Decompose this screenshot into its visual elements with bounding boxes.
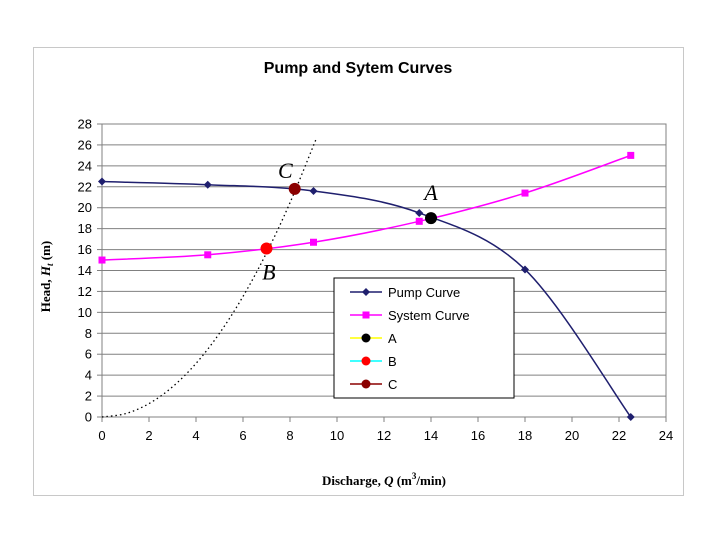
system-curve-point-1 xyxy=(204,251,212,259)
x-tick-label-4: 4 xyxy=(192,428,199,443)
y-tick-label-0: 0 xyxy=(85,410,92,425)
annotation-b: B xyxy=(262,260,275,285)
x-tick-label-0: 0 xyxy=(98,428,105,443)
annotation-a: A xyxy=(422,180,438,205)
y-tick-label-10: 10 xyxy=(78,305,92,320)
system-curve-line xyxy=(101,154,632,261)
y-tick-label-8: 8 xyxy=(85,326,92,341)
x-tick-label-16: 16 xyxy=(471,428,485,443)
legend-label-a: A xyxy=(388,331,397,346)
pump-curve-point-0 xyxy=(98,177,106,186)
pump-curve-point-1 xyxy=(203,180,212,189)
legend-marker-system-curve xyxy=(362,311,370,319)
y-tick-label-26: 26 xyxy=(78,137,92,152)
pump-curve-line xyxy=(101,180,632,418)
x-tick-label-12: 12 xyxy=(377,428,391,443)
chart-title: Pump and Sytem Curves xyxy=(264,60,453,77)
y-tick-label-22: 22 xyxy=(78,179,92,194)
chart-frame: Pump and Sytem Curves 0 2 4 6 8 10 12 14 16 18 20 2… xyxy=(33,47,684,496)
y-tick-label-28: 28 xyxy=(78,117,92,132)
intersection-points xyxy=(260,182,437,255)
system-curve-point-0 xyxy=(98,256,106,264)
x-tick-label-6: 6 xyxy=(239,428,246,443)
legend-marker-c xyxy=(361,379,371,389)
system-curve-point-3 xyxy=(415,217,423,225)
pump-curve-point-5 xyxy=(626,413,635,421)
pump-curve-point-2 xyxy=(309,186,318,195)
y-tick-label-16: 16 xyxy=(78,242,92,257)
dotted-curve-line xyxy=(101,139,317,418)
y-tick-label-2: 2 xyxy=(85,389,92,404)
axes: 0 2 4 6 8 10 12 14 16 18 20 22 240246810121416182022… xyxy=(78,117,674,444)
system-curve-point-4 xyxy=(521,189,529,197)
y-tick-label-14: 14 xyxy=(78,263,92,278)
legend-marker-b xyxy=(361,356,371,366)
legend-marker-a xyxy=(361,333,371,343)
y-tick-label-24: 24 xyxy=(78,158,92,173)
x-tick-label-14: 14 xyxy=(424,428,438,443)
legend-label-pump-curve: Pump Curve xyxy=(388,285,460,300)
series-group xyxy=(98,151,635,421)
y-tick-label-18: 18 xyxy=(78,221,92,236)
point-a xyxy=(425,212,437,225)
x-tick-label-8: 8 xyxy=(286,428,293,443)
x-tick-label-22: 22 xyxy=(612,428,626,443)
dotted-curve xyxy=(101,139,317,418)
y-tick-label-6: 6 xyxy=(85,347,92,362)
annotations: A B C xyxy=(262,158,438,285)
annotation-c: C xyxy=(278,158,293,183)
x-tick-label-10: 10 xyxy=(330,428,344,443)
y-tick-label-4: 4 xyxy=(85,368,92,383)
y-tick-label-12: 12 xyxy=(78,284,92,299)
x-tick-label-2: 2 xyxy=(145,428,152,443)
y-axis-title: Head, Ht (m) xyxy=(38,241,55,313)
y-tick-label-20: 20 xyxy=(78,200,92,215)
system-curve-point-2 xyxy=(310,238,317,246)
system-curve-point-5 xyxy=(627,151,635,159)
x-tick-label-20: 20 xyxy=(565,428,579,443)
x-axis-title: Discharge, Q (m3/min) xyxy=(322,471,446,488)
pump-curve-point-4 xyxy=(521,265,529,274)
pump-system-chart: Pump and Sytem Curves 0 2 4 6 8 10 12 14 16 18 20 2… xyxy=(38,60,674,488)
legend-label-b: B xyxy=(388,354,397,369)
point-c xyxy=(288,182,301,195)
point-b xyxy=(260,242,273,255)
x-tick-label-24: 24 xyxy=(659,428,673,443)
legend-label-system-curve: System Curve xyxy=(388,308,470,323)
legend-label-c: C xyxy=(388,377,397,392)
legend: Pump Curve System Curve ABC xyxy=(333,277,515,399)
pump-curve-point-3 xyxy=(415,208,424,217)
legend-marker-pump-curve xyxy=(362,288,370,296)
x-tick-label-18: 18 xyxy=(518,428,532,443)
